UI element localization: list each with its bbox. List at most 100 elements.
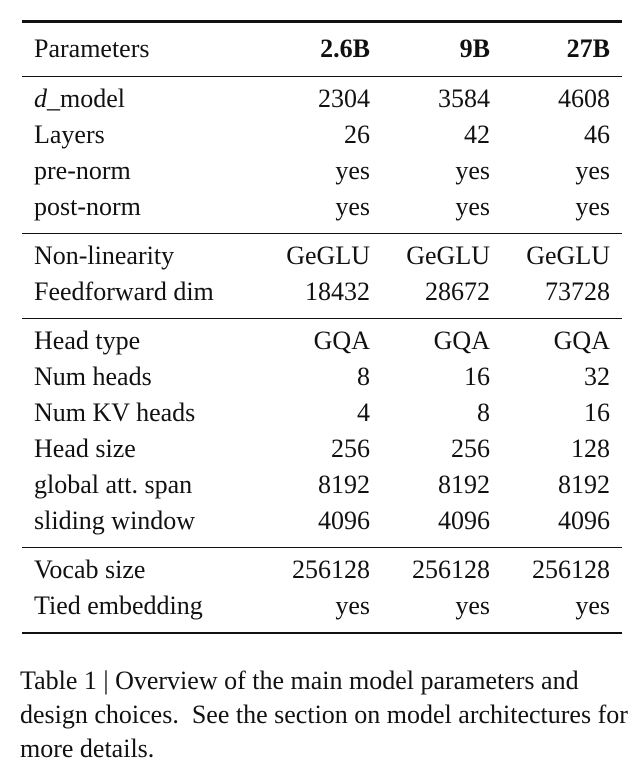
cell-text: 8 [357,362,370,391]
cell-text: 256 [451,434,490,463]
cell-text: GQA [433,326,490,355]
cell-text: post-norm [34,192,141,221]
cell-text: 16 [584,398,610,427]
label-cell: Num KV heads [34,395,250,431]
table: Parameters 2.6B 9B 27B d_model 2304 3584 4608 La… [22,20,622,634]
table-row: pre-norm yes yes yes [34,153,610,189]
cell-text: 8192 [318,470,370,499]
value-cell: 27B [490,31,610,67]
table-row: Num heads 8 16 32 [34,359,610,395]
table-row: Layers 26 42 46 [34,117,610,153]
cell-text: sliding window [34,506,196,535]
value-cell: 16 [370,359,490,395]
label-cell: Head size [34,431,250,467]
cell-text: GeGLU [286,241,370,270]
cell-text: 4096 [318,506,370,535]
label-cell: Num heads [34,359,250,395]
value-cell: 18432 [250,274,370,310]
cell-text: Vocab size [34,555,146,584]
value-cell: yes [370,153,490,189]
cell-text: 28672 [425,277,490,306]
value-cell: 42 [370,117,490,153]
header-row: Parameters 2.6B 9B 27B [34,31,610,67]
header-group: Parameters 2.6B 9B 27B [22,23,622,77]
value-cell: yes [370,588,490,624]
label-cell: Parameters [34,31,250,67]
row-group: d_model 2304 3584 4608 Layers 26 42 46 pre-norm y… [22,77,622,233]
cell-text: GQA [553,326,610,355]
cell-text: 8192 [438,470,490,499]
value-cell: 256128 [250,552,370,588]
cell-text: pre-norm [34,156,131,185]
value-cell: 46 [490,117,610,153]
cell-text: 256128 [532,555,610,584]
value-cell: yes [250,588,370,624]
value-cell: 256 [250,431,370,467]
table-row: global att. span 8192 8192 8192 [34,467,610,503]
cell-text: 4 [357,398,370,427]
value-cell: yes [490,588,610,624]
row-group: Non-linearity GeGLU GeGLU GeGLU Feedforward … [22,233,622,318]
value-cell: 256128 [370,552,490,588]
cell-text: yes [335,591,370,620]
table-row: Head size 256 256 128 [34,431,610,467]
cell-text: Feedforward dim [34,277,214,306]
cell-text: 18432 [305,277,370,306]
value-cell: 8192 [490,467,610,503]
label-cell: Head type [34,323,250,359]
cell-text: Parameters [34,34,150,63]
table-row: Feedforward dim 18432 28672 73728 [34,274,610,310]
value-cell: yes [490,153,610,189]
value-cell: 2.6B [250,31,370,67]
table-row: Head type GQA GQA GQA [34,323,610,359]
cell-text: 2.6B [320,34,370,63]
value-cell: yes [370,189,490,225]
cell-text: Num heads [34,362,152,391]
cell-text: 8192 [558,470,610,499]
label-cell: sliding window [34,503,250,539]
row-group: Head type GQA GQA GQA Num heads 8 16 32 Num KV h… [22,318,622,547]
cell-text: yes [455,192,490,221]
cell-text: 73728 [545,277,610,306]
value-cell: 73728 [490,274,610,310]
value-cell: GeGLU [250,238,370,274]
value-cell: GeGLU [490,238,610,274]
cell-text: yes [575,591,610,620]
label-cell: Vocab size [34,552,250,588]
value-cell: GQA [250,323,370,359]
value-cell: 16 [490,395,610,431]
cell-text: GeGLU [526,241,610,270]
value-cell: 8 [250,359,370,395]
cell-text: 46 [584,120,610,149]
label-cell: Layers [34,117,250,153]
label-cell: Tied embedding [34,588,250,624]
cell-text: Num KV heads [34,398,196,427]
value-cell: 4608 [490,81,610,117]
value-cell: 28672 [370,274,490,310]
value-cell: 32 [490,359,610,395]
table-row: Num KV heads 4 8 16 [34,395,610,431]
value-cell: GQA [370,323,490,359]
cell-text: Layers [34,120,105,149]
table-row: Non-linearity GeGLU GeGLU GeGLU [34,238,610,274]
table-row: sliding window 4096 4096 4096 [34,503,610,539]
value-cell: GQA [490,323,610,359]
label-cell: d_model [34,81,250,117]
value-cell: 9B [370,31,490,67]
label-cell: Feedforward dim [34,274,250,310]
cell-text: yes [335,192,370,221]
value-cell: 256128 [490,552,610,588]
cell-text: Head size [34,434,136,463]
label-cell: Non-linearity [34,238,250,274]
cell-text: global att. span [34,470,193,499]
value-cell: 128 [490,431,610,467]
label-cell: pre-norm [34,153,250,189]
cell-text: Non-linearity [34,241,175,270]
table-row: d_model 2304 3584 4608 [34,81,610,117]
cell-text: yes [455,591,490,620]
cell-text: 32 [584,362,610,391]
value-cell: 4096 [490,503,610,539]
cell-text: 3584 [438,84,490,113]
cell-text: 2304 [318,84,370,113]
